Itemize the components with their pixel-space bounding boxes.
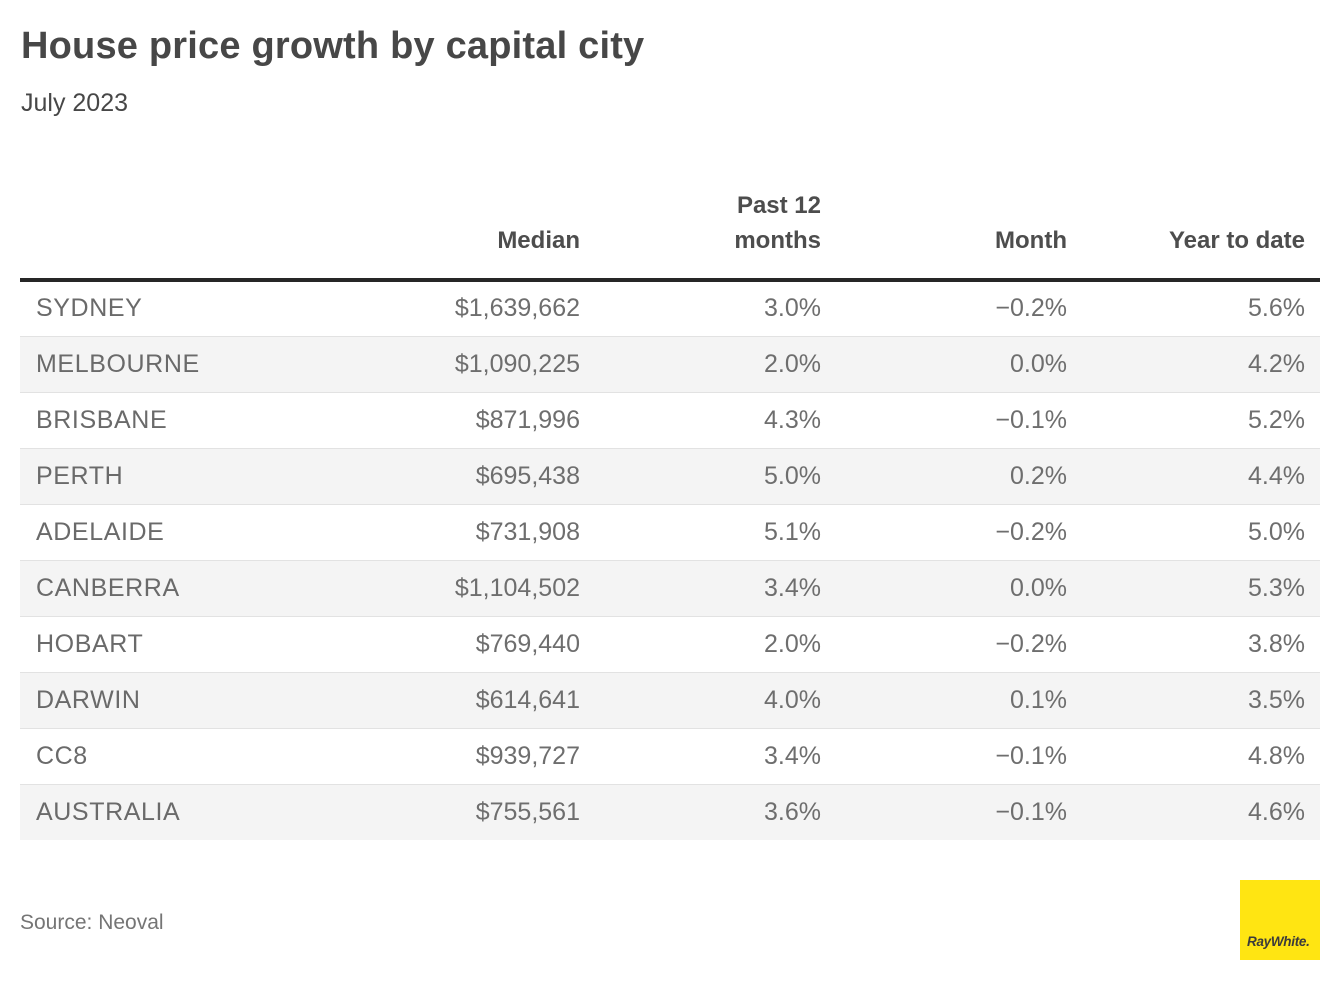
column-header-past-12-line1: Past 12 — [736, 192, 821, 219]
table-row-australia: AUSTRALIA $755,561 3.6% −0.1% 4.6% — [20, 784, 1320, 840]
column-header-past-12-months: Past 12 months — [580, 188, 821, 282]
table-row-melbourne: MELBOURNE $1,090,225 2.0% 0.0% 4.2% — [20, 336, 1320, 392]
past-12-months-value: 3.4% — [764, 573, 821, 602]
year-to-date-value: 5.0% — [1248, 517, 1305, 546]
year-to-date-value: 5.6% — [1248, 294, 1305, 323]
year-to-date-value: 3.8% — [1248, 629, 1305, 658]
month-value: −0.2% — [995, 629, 1067, 658]
column-header-median: Median — [365, 188, 580, 282]
year-to-date-value: 4.6% — [1248, 797, 1305, 826]
year-to-date-value: 5.2% — [1248, 405, 1305, 434]
city-label: PERTH — [36, 461, 124, 490]
city-label: MELBOURNE — [36, 349, 200, 378]
column-header-past-12-line2: months — [734, 227, 821, 254]
table-row-brisbane: BRISBANE $871,996 4.3% −0.1% 5.2% — [20, 392, 1320, 448]
year-to-date-value: 4.2% — [1248, 349, 1305, 378]
table-body: SYDNEY $1,639,662 3.0% −0.2% 5.6% MELBOU… — [20, 280, 1320, 840]
month-value: −0.1% — [995, 741, 1067, 770]
month-value: −0.1% — [995, 405, 1067, 434]
column-header-year-to-date: Year to date — [1067, 188, 1320, 282]
month-value: 0.2% — [1010, 461, 1067, 490]
past-12-months-value: 4.3% — [764, 405, 821, 434]
year-to-date-value: 3.5% — [1248, 685, 1305, 714]
raywhite-logo-text: RayWhite. — [1247, 934, 1310, 949]
month-value: −0.1% — [995, 797, 1067, 826]
year-to-date-value: 5.3% — [1248, 573, 1305, 602]
median-value: $695,438 — [475, 461, 580, 490]
city-label: BRISBANE — [36, 405, 168, 434]
source-note: Source: Neoval — [20, 911, 164, 934]
month-value: 0.1% — [1010, 685, 1067, 714]
city-label: ADELAIDE — [36, 517, 165, 546]
month-value: 0.0% — [1010, 349, 1067, 378]
median-value: $769,440 — [475, 629, 580, 658]
table-header: Median Past 12 months Month Year to date — [20, 188, 1320, 282]
table-row-adelaide: ADELAIDE $731,908 5.1% −0.2% 5.0% — [20, 504, 1320, 560]
past-12-months-value: 3.6% — [764, 797, 821, 826]
past-12-months-value: 2.0% — [764, 629, 821, 658]
median-value: $1,090,225 — [454, 349, 580, 378]
table-row-cc8: CC8 $939,727 3.4% −0.1% 4.8% — [20, 728, 1320, 784]
table-row-sydney: SYDNEY $1,639,662 3.0% −0.2% 5.6% — [20, 280, 1320, 336]
month-value: 0.0% — [1010, 573, 1067, 602]
city-label: DARWIN — [36, 685, 141, 714]
house-price-table: Median Past 12 months Month Year to date… — [20, 188, 1320, 840]
page-subtitle: July 2023 — [21, 89, 129, 117]
raywhite-logo: RayWhite. — [1240, 880, 1320, 960]
column-header-month: Month — [821, 188, 1067, 282]
past-12-months-value: 5.0% — [764, 461, 821, 490]
city-label: AUSTRALIA — [36, 797, 181, 826]
median-value: $1,104,502 — [454, 573, 580, 602]
past-12-months-value: 3.0% — [764, 294, 821, 323]
median-value: $871,996 — [475, 405, 580, 434]
table-row-perth: PERTH $695,438 5.0% 0.2% 4.4% — [20, 448, 1320, 504]
city-label: CANBERRA — [36, 573, 180, 602]
median-value: $1,639,662 — [454, 294, 580, 323]
median-value: $939,727 — [475, 741, 580, 770]
past-12-months-value: 5.1% — [764, 517, 821, 546]
month-value: −0.2% — [995, 294, 1067, 323]
table-row-darwin: DARWIN $614,641 4.0% 0.1% 3.5% — [20, 672, 1320, 728]
past-12-months-value: 4.0% — [764, 685, 821, 714]
median-value: $614,641 — [475, 685, 580, 714]
table-row-canberra: CANBERRA $1,104,502 3.4% 0.0% 5.3% — [20, 560, 1320, 616]
median-value: $755,561 — [475, 797, 580, 826]
past-12-months-value: 2.0% — [764, 349, 821, 378]
column-header-city — [20, 188, 365, 282]
year-to-date-value: 4.4% — [1248, 461, 1305, 490]
year-to-date-value: 4.8% — [1248, 741, 1305, 770]
month-value: −0.2% — [995, 517, 1067, 546]
city-label: CC8 — [36, 741, 88, 770]
table-row-hobart: HOBART $769,440 2.0% −0.2% 3.8% — [20, 616, 1320, 672]
city-label: HOBART — [36, 629, 144, 658]
city-label: SYDNEY — [36, 294, 143, 323]
page-title: House price growth by capital city — [21, 25, 645, 67]
median-value: $731,908 — [475, 517, 580, 546]
past-12-months-value: 3.4% — [764, 741, 821, 770]
